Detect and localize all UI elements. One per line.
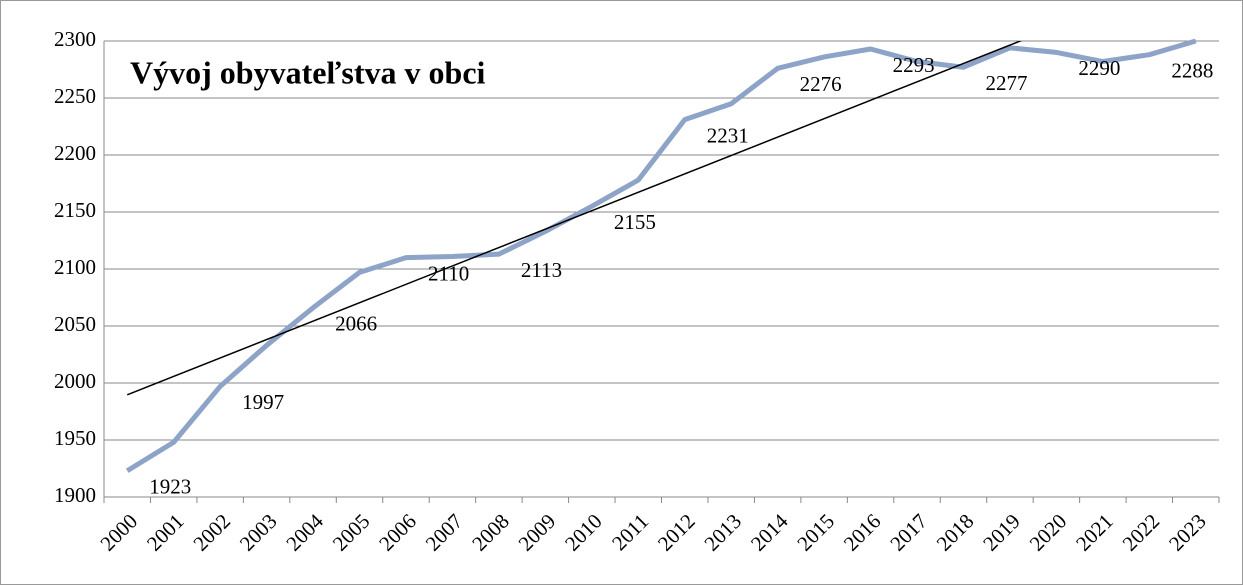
y-tick-label: 1950 [54,426,96,450]
data-label: 1997 [242,390,284,414]
data-label: 2293 [893,53,935,77]
y-tick-label: 2000 [54,369,96,393]
data-label: 2066 [335,312,377,336]
data-label: 2290 [1078,56,1120,80]
data-label: 1923 [149,475,191,499]
y-tick-label: 2300 [54,27,96,51]
data-label: 2155 [614,210,656,234]
trendline [126,41,1023,396]
data-label: 2110 [428,261,469,285]
data-label: 2276 [800,72,842,96]
y-tick-label: 2250 [54,84,96,108]
y-tick-label: 2100 [54,255,96,279]
y-tick-label: 2050 [54,312,96,336]
data-line [125,38,1197,473]
data-label: 2277 [985,71,1027,95]
y-tick-label: 2150 [54,198,96,222]
data-label: 2113 [521,258,562,282]
data-label: 2288 [1171,58,1213,82]
y-tick-label: 1900 [54,483,96,507]
chart-title: Vývoj obyvateľstva v obci [130,54,486,90]
y-tick-label: 2200 [54,141,96,165]
data-label: 2231 [707,123,749,147]
